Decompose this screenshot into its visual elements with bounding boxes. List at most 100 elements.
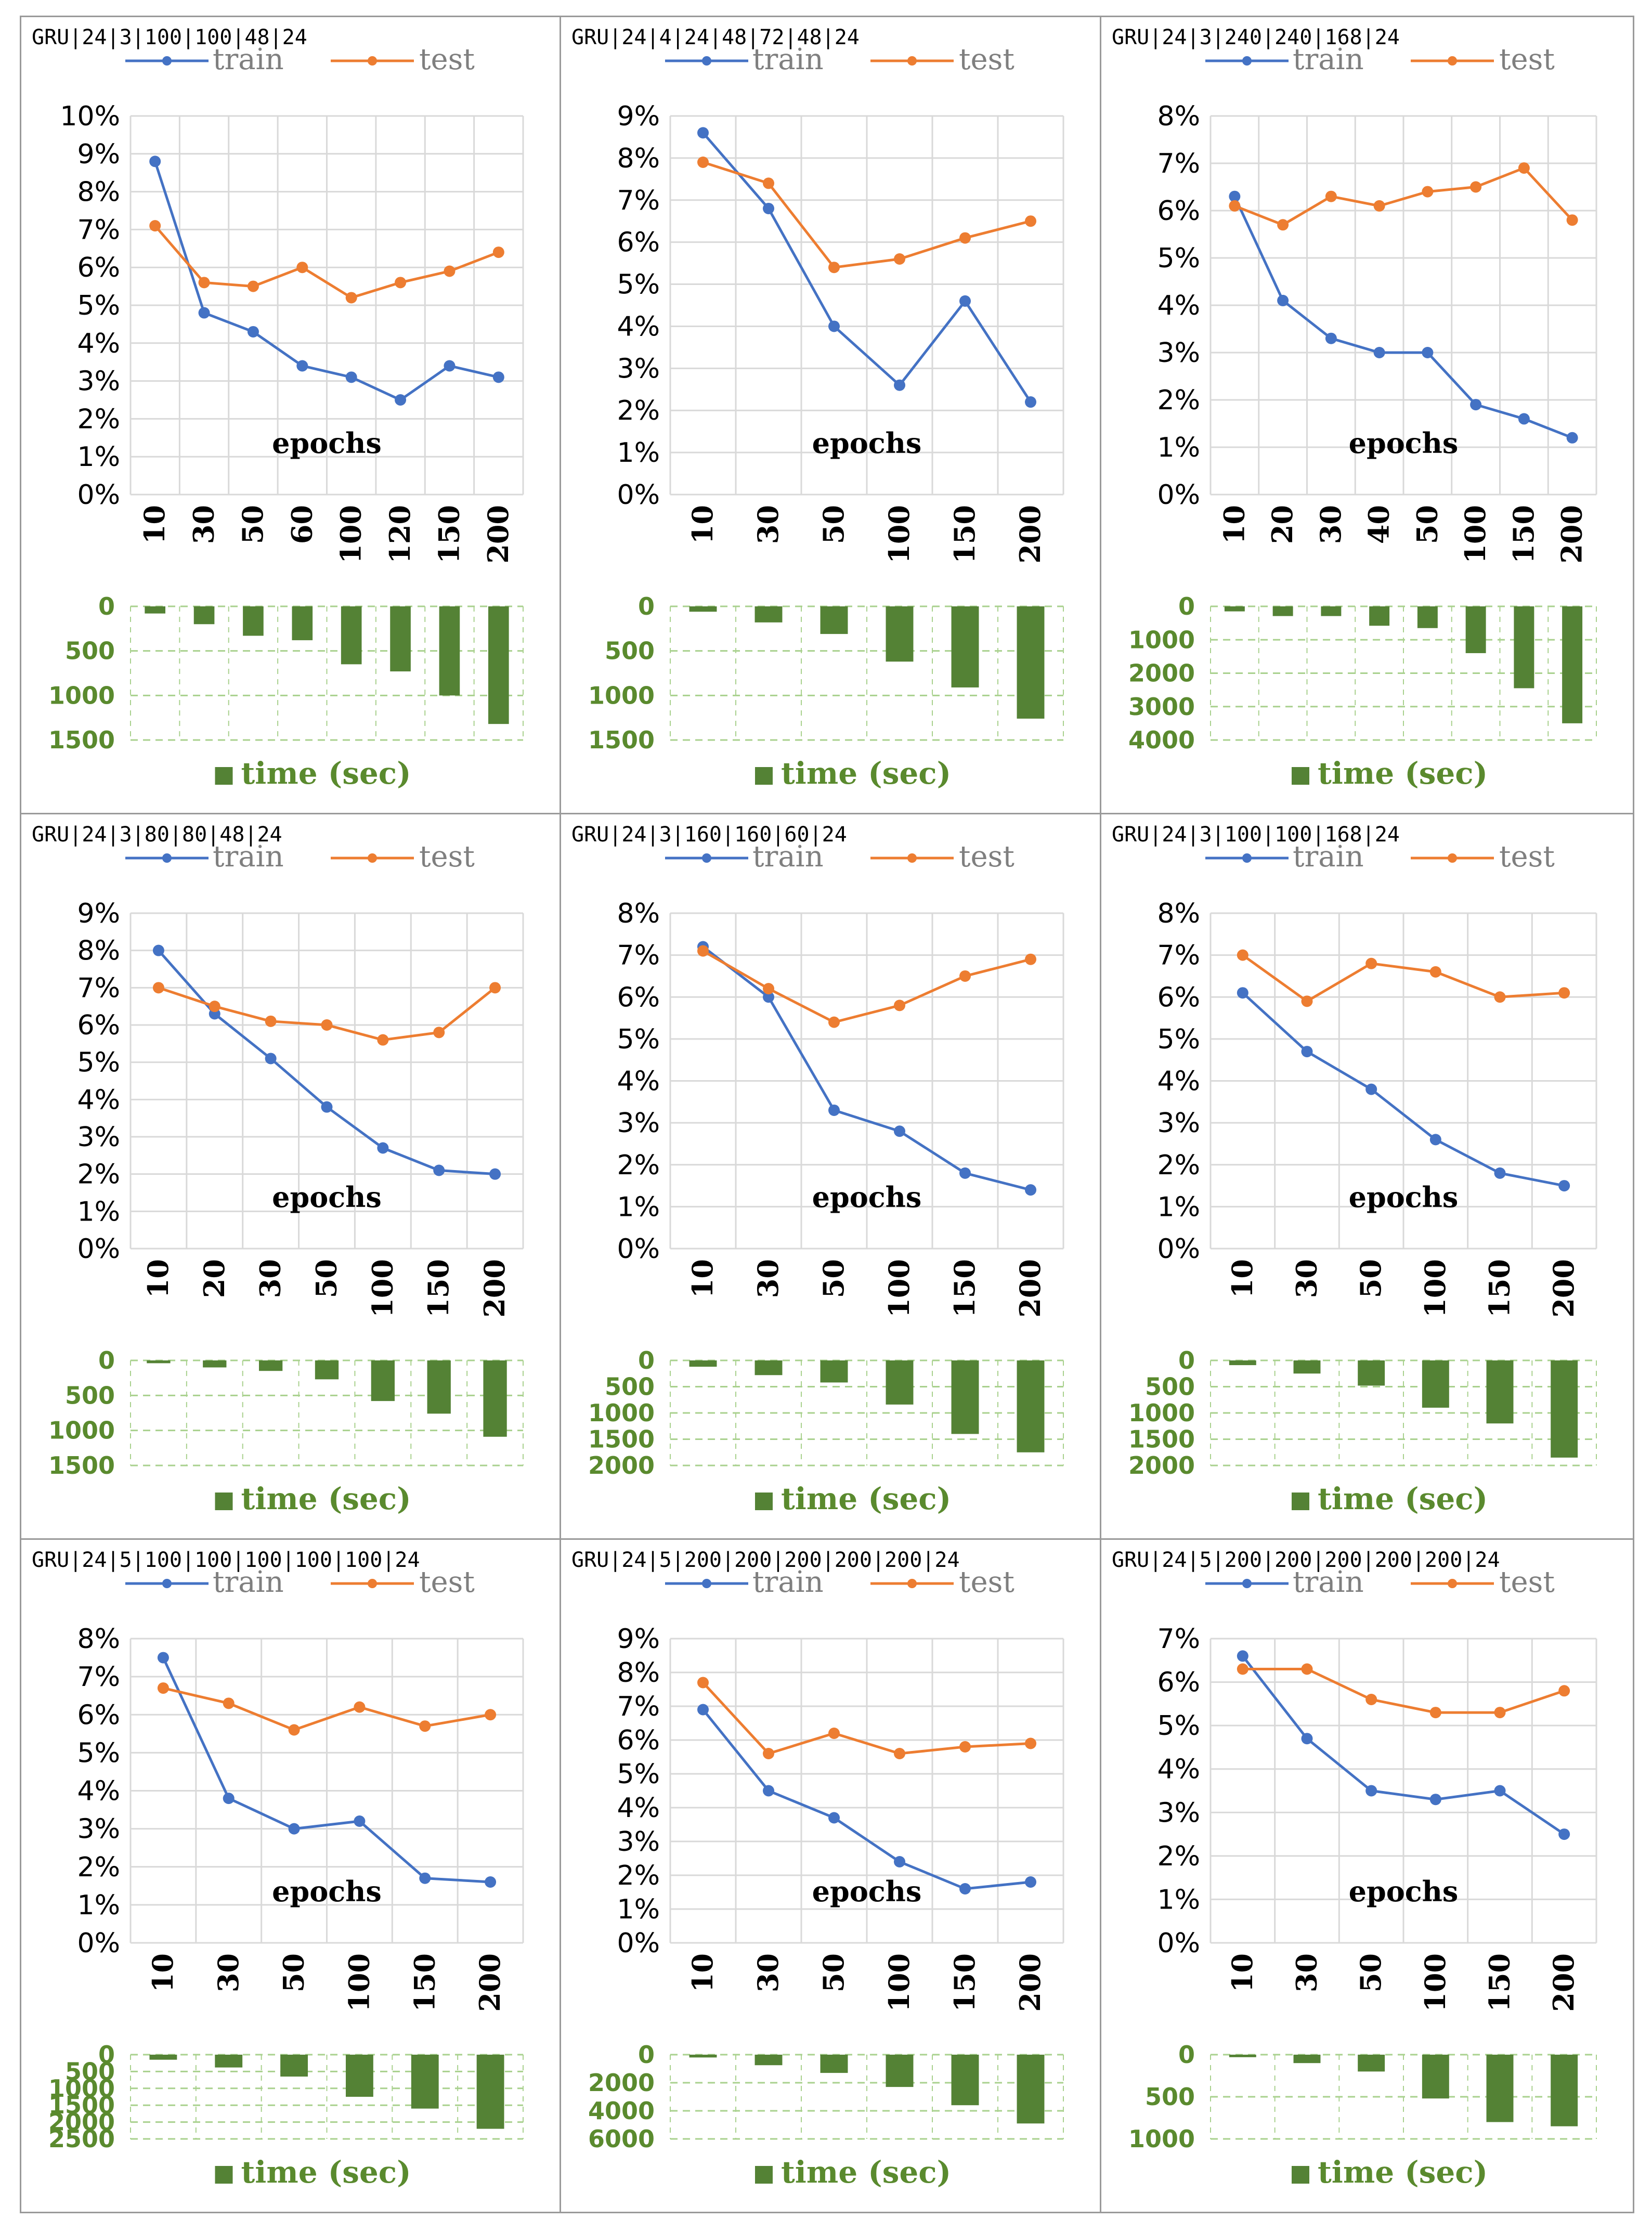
y-tick-label: 7% bbox=[1157, 1624, 1201, 1655]
time-tick-label: 2000 bbox=[1128, 1451, 1195, 1480]
chart-title: GRU|24|3|100|100|48|24 bbox=[32, 25, 307, 49]
legend-train-label: train bbox=[213, 1565, 284, 1599]
y-tick-label: 0% bbox=[77, 479, 121, 511]
point-test-60 bbox=[296, 262, 308, 274]
point-test-150 bbox=[959, 232, 971, 244]
y-tick-label: 0% bbox=[77, 1234, 121, 1265]
x-axis-title: epochs bbox=[812, 426, 922, 460]
legend-time-label: time (sec) bbox=[241, 1481, 411, 1516]
point-train-50 bbox=[1422, 347, 1434, 358]
x-tick-label-50: 50 bbox=[817, 1259, 850, 1298]
time-tick-label: 2000 bbox=[48, 2108, 115, 2136]
point-train-200 bbox=[1558, 1180, 1570, 1192]
y-tick-label: 4% bbox=[617, 1066, 660, 1097]
legend-time-swatch bbox=[215, 2166, 233, 2184]
x-tick-label-50: 50 bbox=[310, 1259, 343, 1298]
time-bar-50 bbox=[315, 1360, 339, 1380]
legend: train test bbox=[665, 43, 1014, 76]
time-tick-label: 1000 bbox=[48, 1417, 115, 1445]
x-tick-label-30: 30 bbox=[254, 1259, 287, 1298]
legend-time-label: time (sec) bbox=[781, 2155, 951, 2190]
y-tick-label: 5% bbox=[77, 290, 121, 321]
y-tick-label: 8% bbox=[1157, 101, 1201, 132]
time-tick-label: 0 bbox=[638, 2041, 655, 2069]
y-tick-label: 6% bbox=[617, 1725, 660, 1756]
time-tick-label: 1500 bbox=[588, 726, 655, 754]
point-test-10 bbox=[697, 945, 709, 957]
series-line-test bbox=[1234, 166, 1573, 227]
point-test-10 bbox=[1237, 1663, 1248, 1675]
x-tick-label-50: 50 bbox=[817, 505, 850, 544]
time-bar-30 bbox=[755, 606, 783, 622]
x-tick-label-10: 10 bbox=[1226, 1259, 1259, 1298]
y-tick-label: 4% bbox=[1157, 1066, 1201, 1097]
point-test-200 bbox=[1566, 214, 1578, 226]
panel-divider-horizontal-1 bbox=[20, 813, 1634, 814]
x-tick-label-100: 100 bbox=[366, 1259, 399, 1318]
point-test-150 bbox=[433, 1027, 445, 1039]
y-tick-label: 2% bbox=[617, 395, 660, 426]
point-train-100 bbox=[894, 1125, 905, 1137]
chart-title: GRU|24|5|200|200|200|200|200|24 bbox=[1112, 1548, 1500, 1572]
time-tick-label: 2000 bbox=[588, 1451, 655, 1480]
time-bar-100 bbox=[1422, 1360, 1449, 1408]
y-tick-label: 2% bbox=[1157, 385, 1201, 416]
y-tick-label: 5% bbox=[617, 1024, 660, 1055]
y-tick-label: 0% bbox=[617, 1928, 660, 1959]
y-tick-label: 2% bbox=[77, 404, 121, 435]
legend-train-marker bbox=[1242, 853, 1252, 863]
legend-train-marker bbox=[162, 56, 172, 66]
point-test-100 bbox=[1429, 966, 1441, 978]
time-tick-label: 0 bbox=[638, 592, 655, 620]
y-tick-label: 2% bbox=[77, 1159, 121, 1190]
time-bar-50 bbox=[1417, 606, 1438, 628]
legend-test-label: test bbox=[959, 43, 1014, 76]
point-test-50 bbox=[1365, 957, 1377, 969]
time-bar-10 bbox=[149, 2055, 177, 2060]
x-axis-title: epochs bbox=[1349, 1875, 1459, 1908]
legend-time-label: time (sec) bbox=[1318, 2155, 1488, 2190]
point-test-20 bbox=[209, 1001, 220, 1013]
x-tick-label-30: 30 bbox=[751, 1953, 785, 1992]
y-tick-label: 3% bbox=[617, 353, 660, 384]
point-test-50 bbox=[828, 262, 840, 274]
time-bar-200 bbox=[476, 2055, 504, 2129]
legend-train-marker bbox=[702, 853, 711, 863]
x-tick-label-200: 200 bbox=[1547, 1259, 1580, 1318]
time-bar-50 bbox=[280, 2055, 308, 2077]
legend-test-marker bbox=[368, 56, 377, 66]
point-test-200 bbox=[1025, 1737, 1036, 1749]
y-tick-label: 1% bbox=[77, 1890, 121, 1921]
line-plot-grid bbox=[1209, 115, 1597, 496]
x-tick-label-10: 10 bbox=[686, 1953, 719, 1992]
point-train-200 bbox=[489, 1168, 501, 1180]
point-train-10 bbox=[1237, 1650, 1248, 1662]
time-bar-chart bbox=[1210, 2054, 1597, 2140]
y-tick-label: 2% bbox=[1157, 1841, 1201, 1872]
time-bar-10 bbox=[689, 2055, 717, 2058]
point-test-100 bbox=[894, 1748, 905, 1759]
legend-time-swatch bbox=[1292, 767, 1309, 785]
time-tick-label: 1500 bbox=[48, 1451, 115, 1480]
y-tick-label: 7% bbox=[617, 1691, 660, 1722]
chart-title: GRU|24|4|24|48|72|48|24 bbox=[571, 25, 860, 49]
x-tick-label-150: 150 bbox=[948, 1953, 981, 2012]
x-tick-label-10: 10 bbox=[138, 505, 171, 544]
time-bar-30 bbox=[215, 2055, 243, 2068]
point-test-100 bbox=[1470, 181, 1482, 193]
point-train-100 bbox=[894, 1856, 905, 1867]
x-tick-label-30: 30 bbox=[212, 1953, 245, 1992]
point-train-200 bbox=[1025, 396, 1036, 408]
y-tick-label: 4% bbox=[1157, 290, 1201, 321]
point-train-60 bbox=[296, 360, 308, 372]
x-tick-label-100: 100 bbox=[1419, 1259, 1452, 1318]
point-train-50 bbox=[288, 1823, 300, 1835]
legend-test-label: test bbox=[1499, 43, 1555, 76]
x-tick-label-100: 100 bbox=[882, 505, 916, 564]
point-train-20 bbox=[1277, 294, 1289, 306]
series-line-test bbox=[154, 225, 499, 300]
legend-time-label: time (sec) bbox=[781, 1481, 951, 1516]
point-test-30 bbox=[1301, 995, 1313, 1007]
